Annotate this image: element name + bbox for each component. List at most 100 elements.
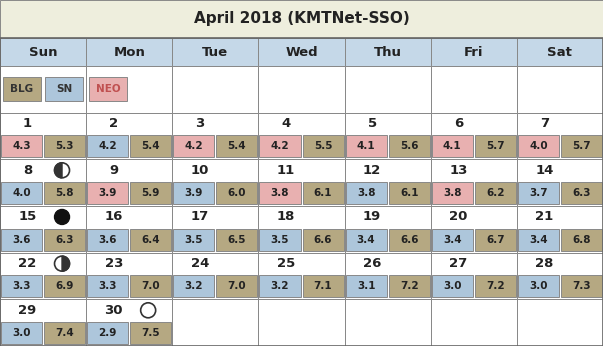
Text: 5.9: 5.9 bbox=[142, 188, 160, 198]
Bar bbox=[344, 253, 431, 299]
Bar bbox=[3, 77, 41, 101]
Bar bbox=[216, 275, 257, 297]
Text: April 2018 (KMTNet-SSO): April 2018 (KMTNet-SSO) bbox=[194, 11, 409, 27]
Bar bbox=[561, 135, 602, 157]
Text: 3.6: 3.6 bbox=[12, 235, 31, 245]
Text: SN: SN bbox=[56, 84, 72, 94]
Bar bbox=[475, 275, 516, 297]
Bar bbox=[87, 275, 128, 297]
Bar bbox=[86, 206, 172, 253]
Text: 26: 26 bbox=[363, 257, 381, 270]
Bar bbox=[87, 322, 128, 344]
Bar bbox=[344, 206, 431, 253]
Bar bbox=[517, 38, 603, 66]
Bar bbox=[130, 229, 171, 251]
Bar bbox=[0, 38, 86, 66]
Text: 6.3: 6.3 bbox=[55, 235, 74, 245]
Bar bbox=[259, 253, 344, 299]
Text: 3.5: 3.5 bbox=[185, 235, 203, 245]
Text: 9: 9 bbox=[109, 164, 118, 177]
Text: 3.4: 3.4 bbox=[443, 235, 461, 245]
Polygon shape bbox=[54, 163, 62, 178]
Text: 5: 5 bbox=[368, 117, 377, 130]
Bar bbox=[518, 182, 559, 204]
Text: Sat: Sat bbox=[548, 46, 572, 58]
Bar bbox=[561, 229, 602, 251]
Bar bbox=[173, 135, 214, 157]
Text: 2: 2 bbox=[109, 117, 118, 130]
Text: 7: 7 bbox=[540, 117, 549, 130]
Bar bbox=[346, 275, 387, 297]
Bar bbox=[431, 66, 517, 113]
Text: 3.6: 3.6 bbox=[98, 235, 117, 245]
Text: Fri: Fri bbox=[464, 46, 484, 58]
Text: 6: 6 bbox=[453, 117, 463, 130]
Text: 1: 1 bbox=[23, 117, 32, 130]
Bar bbox=[44, 229, 85, 251]
Text: Thu: Thu bbox=[374, 46, 402, 58]
Text: 6.6: 6.6 bbox=[314, 235, 332, 245]
Text: 11: 11 bbox=[277, 164, 295, 177]
Bar bbox=[518, 135, 559, 157]
Text: 3.0: 3.0 bbox=[12, 328, 31, 338]
Text: Mon: Mon bbox=[113, 46, 145, 58]
Bar bbox=[1, 322, 42, 344]
Polygon shape bbox=[62, 256, 69, 271]
Bar bbox=[86, 253, 172, 299]
Bar bbox=[303, 275, 344, 297]
Text: 7.5: 7.5 bbox=[142, 328, 160, 338]
Bar bbox=[172, 299, 259, 346]
Text: 6.9: 6.9 bbox=[55, 281, 74, 291]
Bar bbox=[389, 135, 430, 157]
Text: 6.8: 6.8 bbox=[572, 235, 591, 245]
Bar bbox=[44, 182, 85, 204]
Text: 5.8: 5.8 bbox=[55, 188, 74, 198]
Bar bbox=[173, 229, 214, 251]
Bar bbox=[259, 299, 344, 346]
Bar bbox=[344, 38, 431, 66]
Text: 3.7: 3.7 bbox=[529, 188, 548, 198]
Text: 8: 8 bbox=[23, 164, 32, 177]
Text: 3.8: 3.8 bbox=[443, 188, 461, 198]
Text: 23: 23 bbox=[104, 257, 123, 270]
Text: 30: 30 bbox=[104, 304, 123, 317]
Text: 6.5: 6.5 bbox=[228, 235, 246, 245]
Text: 6.2: 6.2 bbox=[486, 188, 505, 198]
Text: 4: 4 bbox=[282, 117, 291, 130]
Text: 7.1: 7.1 bbox=[314, 281, 332, 291]
Bar bbox=[432, 229, 473, 251]
Text: NEO: NEO bbox=[96, 84, 121, 94]
Text: 21: 21 bbox=[535, 210, 554, 224]
Bar bbox=[86, 66, 172, 113]
Text: 12: 12 bbox=[363, 164, 381, 177]
Text: 4.0: 4.0 bbox=[529, 142, 548, 151]
Bar bbox=[344, 299, 431, 346]
Bar bbox=[303, 229, 344, 251]
Bar bbox=[0, 38, 603, 346]
Bar bbox=[173, 182, 214, 204]
Bar bbox=[259, 206, 344, 253]
Bar bbox=[44, 275, 85, 297]
Bar bbox=[44, 135, 85, 157]
Text: 6.6: 6.6 bbox=[400, 235, 418, 245]
Bar bbox=[259, 275, 300, 297]
Bar bbox=[1, 275, 42, 297]
Bar bbox=[1, 229, 42, 251]
Bar bbox=[431, 160, 517, 206]
Text: BLG: BLG bbox=[10, 84, 34, 94]
Bar bbox=[259, 229, 300, 251]
Bar bbox=[0, 299, 86, 346]
Bar bbox=[0, 253, 86, 299]
Bar bbox=[389, 275, 430, 297]
Bar bbox=[303, 135, 344, 157]
Text: 4.2: 4.2 bbox=[98, 142, 117, 151]
Text: 4.1: 4.1 bbox=[357, 142, 376, 151]
Text: 3.2: 3.2 bbox=[185, 281, 203, 291]
Bar bbox=[172, 113, 259, 160]
Text: 29: 29 bbox=[19, 304, 37, 317]
Bar bbox=[86, 299, 172, 346]
Bar bbox=[517, 160, 603, 206]
Text: 5.3: 5.3 bbox=[55, 142, 74, 151]
Bar bbox=[0, 206, 86, 253]
Text: 5.7: 5.7 bbox=[572, 142, 591, 151]
